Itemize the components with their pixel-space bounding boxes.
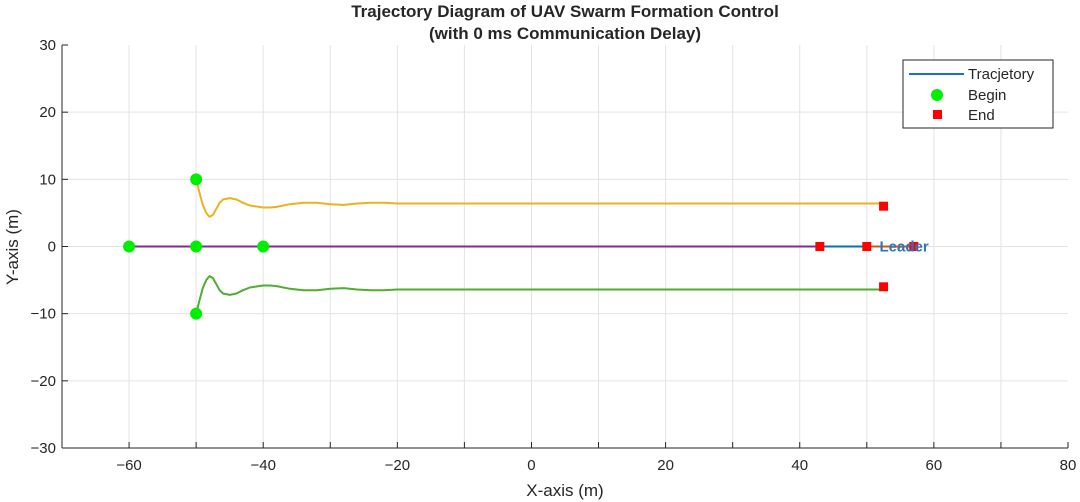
y-tick-label: 10	[39, 171, 56, 188]
x-tick-label: 80	[1060, 457, 1077, 474]
x-tick-label: 40	[791, 457, 808, 474]
x-tick-label: −40	[250, 457, 275, 474]
axes	[61, 44, 1069, 449]
y-tick-label: −30	[31, 440, 56, 457]
legend-label-trajectory: Tracjetory	[968, 66, 1035, 83]
y-tick-label: 0	[48, 239, 56, 256]
x-tick-label: 60	[926, 457, 943, 474]
begin-marker	[257, 240, 270, 253]
y-tick-label: −20	[31, 373, 56, 390]
begin-marker	[190, 307, 203, 320]
end-marker	[909, 242, 919, 251]
x-tick-label: 0	[527, 457, 535, 474]
begin-marker	[190, 173, 203, 186]
marker-layer	[123, 173, 919, 320]
y-tick-label: 20	[39, 104, 56, 121]
legend-end-marker	[933, 110, 942, 119]
end-marker	[879, 201, 889, 211]
legend-label-begin: Begin	[968, 87, 1006, 104]
begin-marker	[190, 240, 203, 253]
chart-title-line-2: (with 0 ms Communication Delay)	[429, 24, 701, 43]
end-marker	[815, 242, 825, 251]
end-marker	[862, 242, 872, 251]
leader-annotation: Leader	[880, 239, 929, 256]
chart-title-line-1: Trajectory Diagram of UAV Swarm Formatio…	[351, 2, 779, 21]
begin-marker	[123, 240, 136, 253]
legend: Tracjetory Begin End	[902, 59, 1054, 129]
legend-begin-marker	[931, 89, 943, 101]
end-marker	[879, 282, 889, 292]
x-tick-label: −20	[385, 457, 410, 474]
tick-labels: −60 −40 −20 0 20 40 60 80 −30 −20 −10 0 10 20 30	[31, 37, 1077, 474]
x-tick-label: −60	[116, 457, 141, 474]
trajectory-line-2	[195, 275, 884, 314]
x-axis-label: X-axis (m)	[526, 481, 603, 500]
y-axis-label: Y-axis (m)	[3, 209, 22, 285]
x-tick-label: 20	[657, 457, 674, 474]
y-tick-label: 30	[39, 37, 56, 54]
legend-box	[902, 59, 1054, 129]
trajectory-line-1	[195, 179, 884, 218]
legend-label-end: End	[968, 107, 995, 124]
y-tick-label: −10	[31, 306, 56, 323]
